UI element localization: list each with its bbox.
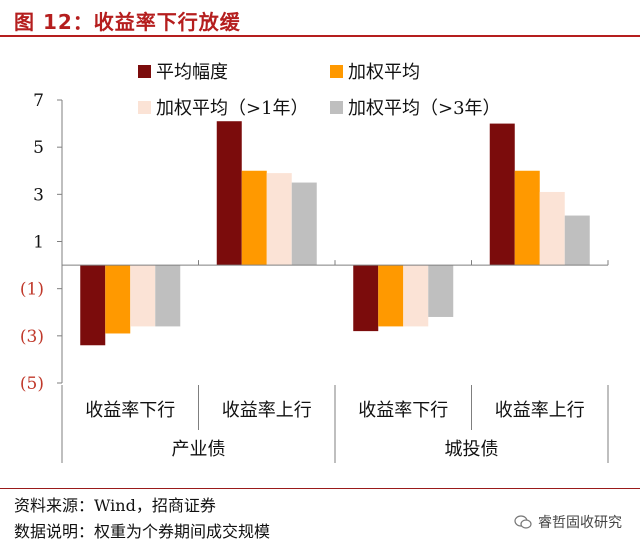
- wechat-icon: [514, 515, 532, 529]
- bar: [489, 123, 515, 266]
- bar: [130, 265, 156, 327]
- title-divider: [0, 35, 640, 37]
- bar: [241, 170, 267, 266]
- x-tick-label: 收益率下行: [358, 400, 448, 421]
- figure-title-bar: 图 12：收益率下行放缓: [0, 0, 640, 37]
- x-group-label: 产业债: [172, 439, 226, 460]
- x-group-label: 城投债: [445, 439, 499, 460]
- bar: [80, 265, 106, 346]
- bar: [564, 215, 590, 266]
- y-tick-label: (3): [20, 327, 44, 347]
- bar: [403, 265, 429, 327]
- y-tick-label: (5): [20, 374, 44, 394]
- y-tick-label: 7: [33, 91, 44, 111]
- legend-swatch: [330, 101, 343, 114]
- x-tick-label: 收益率下行: [85, 400, 175, 421]
- legend-label: 加权平均: [348, 62, 420, 83]
- bar: [378, 265, 404, 327]
- bar-series-group: [80, 121, 590, 346]
- bar: [216, 121, 242, 266]
- footer-divider: [0, 488, 640, 489]
- figure-title: 图 12：收益率下行放缓: [14, 10, 241, 34]
- legend-label: 加权平均（>3年）: [348, 98, 501, 119]
- bar: [291, 182, 317, 266]
- legend-label: 平均幅度: [156, 62, 228, 83]
- x-tick-label: 收益率上行: [495, 400, 585, 421]
- bar: [155, 265, 181, 327]
- legend-swatch: [330, 65, 343, 78]
- y-tick-label: 1: [33, 233, 44, 253]
- y-tick-label: 5: [33, 138, 44, 158]
- source-note: 资料来源：Wind，招商证券: [14, 496, 216, 515]
- watermark: 睿哲固收研究: [514, 512, 622, 532]
- y-tick-label: 3: [33, 185, 44, 205]
- legend-label: 加权平均（>1年）: [156, 98, 309, 119]
- bar: [266, 173, 292, 266]
- bar: [428, 265, 454, 317]
- bar: [105, 265, 131, 334]
- watermark-label: 睿哲固收研究: [538, 515, 622, 531]
- legend-swatch: [138, 101, 151, 114]
- bar: [539, 191, 565, 266]
- y-tick-label: (1): [20, 280, 44, 300]
- bar: [353, 265, 379, 332]
- x-tick-label: 收益率上行: [222, 400, 312, 421]
- data-note: 数据说明：权重为个券期间成交规模: [14, 522, 271, 541]
- bar: [514, 170, 540, 266]
- legend-swatch: [138, 65, 151, 78]
